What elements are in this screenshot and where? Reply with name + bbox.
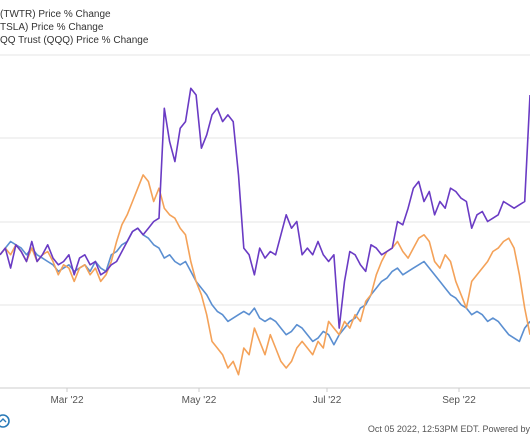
legend-item-qqq: QQ Trust (QQQ) Price % Change [0, 34, 148, 47]
x-tick-label-1: May '22 [182, 395, 217, 406]
legend-label-twtr: (TWTR) Price % Change [0, 9, 111, 20]
chart-legend: (TWTR) Price % Change TSLA) Price % Chan… [0, 8, 148, 47]
series-lines [0, 87, 530, 376]
legend-label-qqq: QQ Trust (QQQ) Price % Change [0, 35, 149, 46]
x-tick-label-0: Mar '22 [50, 395, 83, 406]
x-tick-label-3: Sep '22 [442, 395, 476, 406]
legend-item-twtr: (TWTR) Price % Change [0, 8, 148, 21]
legend-label-tsla: TSLA) Price % Change [0, 22, 104, 33]
legend-item-tsla: TSLA) Price % Change [0, 21, 148, 34]
x-axis-ticks: Mar '22 May '22 Jul '22 Sep '22 [50, 388, 476, 406]
x-tick-label-2: Jul '22 [313, 395, 342, 406]
series-line-qqq [0, 227, 530, 346]
gridlines [0, 54, 530, 306]
series-line-tsla [0, 174, 530, 376]
footer-attribution: Oct 05 2022, 12:53PM EDT. Powered by [367, 424, 530, 434]
series-line-twtr [0, 87, 530, 329]
ycharts-logo-icon [0, 414, 10, 428]
